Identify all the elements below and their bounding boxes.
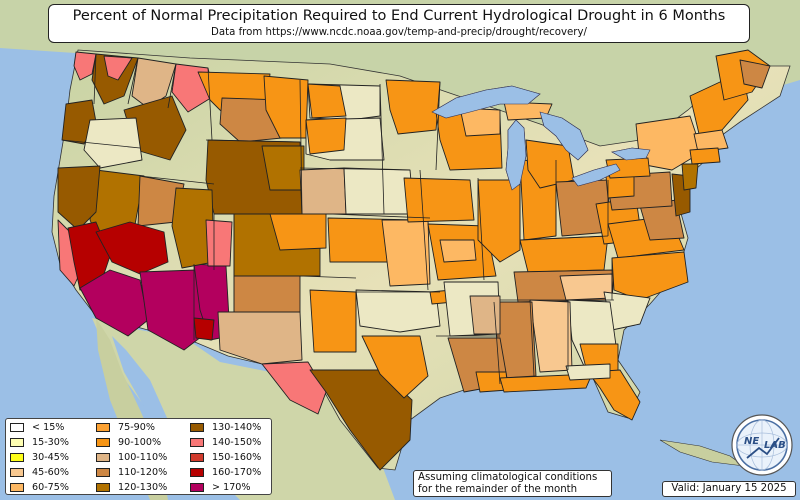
region-minnesota [385,79,441,135]
region-ct-ri-ma [693,129,729,153]
legend-swatch [190,453,204,462]
region-kansas-east [381,219,431,287]
mexico-landmass [92,318,395,500]
region-washington-mid [103,55,133,81]
region-tx-trans-pecos [261,361,327,415]
legend-label: 110-120% [118,467,168,478]
region-oregon-interior [83,117,143,169]
page-subtitle: Data from https://www.ncdc.noaa.gov/temp… [211,27,587,38]
region-nm-ne [233,275,301,313]
region-nj [681,163,699,191]
legend-swatch [190,468,204,477]
region-utah-east [205,219,233,267]
legend-label: 100-110% [118,452,168,463]
region-fl-north [565,363,611,381]
legend: < 15% 15-30% 30-45% 45-60% 60-75% 75-90% 90-10… [5,418,272,495]
region-wi-north [459,107,501,137]
region-nd-west [307,83,347,119]
legend-label: 45-60% [32,467,69,478]
region-nm-se [193,317,215,341]
page-title: Percent of Normal Precipitation Required… [72,8,726,24]
note-line-2: for the remainder of the month [418,484,578,495]
lakes-overlay-huron [539,111,589,161]
legend-label: 90-100% [118,437,162,448]
region-n-california [57,165,101,231]
region-nebraska-west [299,167,347,215]
region-nm-south [217,311,303,365]
legend-label: 130-140% [212,422,262,433]
valid-date-label: Valid: January 15 2025 [662,481,796,497]
region-tn-east [559,273,613,301]
legend-swatch [96,483,110,492]
region-florida [587,369,641,421]
legend-label: 150-160% [212,452,262,463]
region-ar-east [469,295,501,335]
legend-swatch [96,468,110,477]
legend-swatch [96,423,110,432]
legend-label: 140-150% [212,437,262,448]
legend-swatch [190,483,204,492]
region-tx-east [361,335,429,399]
legend-label: > 170% [212,482,251,493]
legend-swatch [96,438,110,447]
drought-regions [57,49,771,471]
legend-swatch [10,468,24,477]
legend-swatch [10,453,24,462]
region-gulf-coast [499,373,593,393]
lakes-overlay-superior [431,85,541,119]
legend-swatch [190,438,204,447]
region-montana-east [263,75,309,139]
logo-text-right: LAB [764,440,786,451]
legend-label: 160-170% [212,467,262,478]
region-utah [171,187,215,269]
legend-label: 120-130% [118,482,168,493]
nws-lab-logo: NE LAB [731,414,793,476]
legend-label: < 15% [32,422,65,433]
lakes-overlay-erie [571,163,621,187]
region-new-england-south [689,147,721,165]
region-washington-coast [73,51,97,81]
region-nebraska-east [343,167,415,215]
logo-text-left: NE [744,436,759,447]
legend-swatch [96,453,110,462]
legend-label: 60-75% [32,482,69,493]
region-pa-west [605,175,635,199]
region-sd-west [305,117,347,155]
legend-swatch [10,423,24,432]
assumption-note: Assuming climatological conditions for t… [413,470,612,497]
region-kentucky [519,235,609,273]
legend-swatch [190,423,204,432]
region-nc [611,251,689,301]
region-iowa [403,177,475,223]
legend-label: 30-45% [32,452,69,463]
legend-swatch [10,483,24,492]
region-ca-sierra [95,221,169,275]
lakes-overlay-ontario [611,147,651,161]
lakes-overlay-michigan [505,119,527,191]
legend-label: 75-90% [118,422,155,433]
region-missouri-south [439,239,477,263]
title-box: Percent of Normal Precipitation Required… [48,4,750,43]
note-line-1: Assuming climatological conditions [418,472,598,483]
region-maine-east [739,59,771,89]
region-colorado-east [269,213,327,251]
region-arizona [139,269,211,351]
state-borders [61,53,614,385]
legend-swatch [10,438,24,447]
region-tx-panhandle [309,289,357,353]
region-oklahoma [355,289,441,333]
legend-label: 15-30% [32,437,69,448]
